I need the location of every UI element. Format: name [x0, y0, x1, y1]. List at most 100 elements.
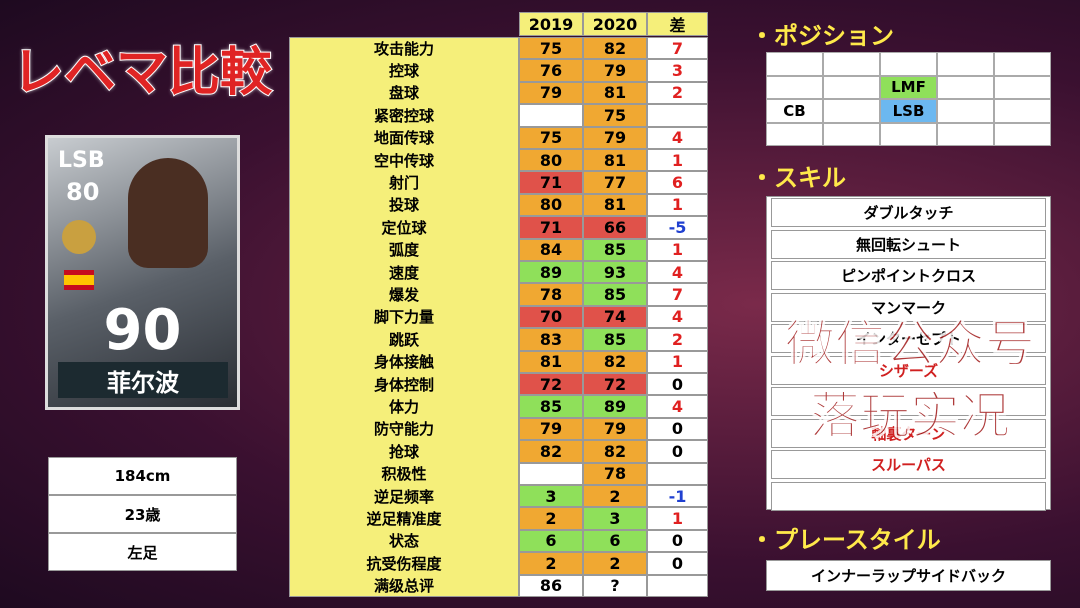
- stat-value: 85: [519, 395, 583, 418]
- stat-diff: 0: [647, 373, 708, 396]
- stat-value: 79: [583, 417, 647, 441]
- position-cell: [994, 52, 1051, 76]
- stat-diff: 0: [647, 552, 708, 575]
- stat-value: 78: [583, 462, 647, 485]
- stat-diff: 1: [647, 507, 708, 530]
- card-overall: 90: [103, 298, 182, 363]
- stat-value: ?: [583, 574, 647, 597]
- stat-diff: [647, 104, 708, 127]
- stat-diff: -5: [647, 216, 708, 239]
- stat-value: 86: [519, 574, 583, 597]
- stat-label: 弧度: [388, 241, 419, 260]
- section-heading: ・ポジション: [750, 21, 894, 50]
- position-cell: [937, 99, 994, 123]
- stat-diff: 2: [647, 81, 708, 105]
- stat-value: 82: [583, 37, 647, 60]
- stat-label: 积极性: [381, 465, 427, 484]
- stat-value: 6: [519, 529, 583, 553]
- stat-diff: 0: [647, 440, 708, 463]
- stat-value: 79: [583, 126, 647, 149]
- stat-value: 2: [583, 552, 647, 575]
- section-heading: ・プレースタイル: [750, 525, 941, 554]
- stat-label: 攻击能力: [373, 39, 434, 58]
- position-cell: [823, 99, 880, 123]
- stat-label: 身体接触: [373, 353, 434, 372]
- stat-value: 89: [583, 395, 647, 418]
- stat-diff: 3: [647, 59, 708, 82]
- stat-value: [519, 104, 583, 127]
- stat-value: 3: [583, 507, 647, 530]
- playstyle-value: インナーラップサイドバック: [766, 560, 1051, 591]
- stat-value: 79: [583, 59, 647, 82]
- stat-label: 身体控制: [373, 375, 434, 394]
- stat-label: 状态: [388, 532, 419, 551]
- stat-label: 逆足精准度: [366, 510, 442, 529]
- section-heading: ・スキル: [750, 163, 846, 192]
- page-title: レベマ比較: [11, 42, 273, 104]
- stat-label: 速度: [388, 263, 419, 282]
- stat-diff: 0: [647, 529, 708, 553]
- stat-diff: 4: [647, 126, 708, 149]
- stat-value: 66: [583, 216, 647, 239]
- skill-item: 軸裏ターン: [771, 418, 1046, 448]
- player-face: [128, 158, 208, 268]
- position-cell: [994, 122, 1051, 146]
- stat-value: 6: [583, 529, 647, 553]
- stat-value: 79: [519, 81, 583, 105]
- stat-value: 2: [583, 485, 647, 508]
- stat-label: 地面传球: [373, 129, 434, 148]
- stat-value: 93: [583, 261, 647, 284]
- table-header: 差: [647, 12, 708, 36]
- stat-diff: 4: [647, 261, 708, 284]
- stat-value: 81: [583, 81, 647, 105]
- stat-value: 82: [583, 440, 647, 463]
- stat-value: 77: [583, 171, 647, 194]
- stat-value: 81: [519, 350, 583, 373]
- stat-value: 79: [519, 417, 583, 441]
- position-cell: CB: [766, 99, 823, 123]
- skill-item: ダブルタッチ: [771, 198, 1046, 227]
- skill-item: [771, 481, 1046, 511]
- stat-value: 72: [519, 373, 583, 396]
- stat-value: 84: [519, 238, 583, 261]
- stat-diff: 6: [647, 171, 708, 194]
- position-cell: LSB: [880, 99, 937, 123]
- stat-label: 脚下力量: [373, 308, 434, 327]
- table-label-column: [289, 37, 519, 597]
- position-cell: [766, 122, 823, 146]
- stat-value: 74: [583, 305, 647, 329]
- stat-label: 体力: [388, 398, 419, 417]
- position-cell: [880, 52, 937, 76]
- stat-label: 跳跃: [388, 330, 419, 349]
- stat-label: 紧密控球: [373, 106, 434, 125]
- stat-value: 78: [519, 283, 583, 306]
- position-cell: [766, 75, 823, 99]
- stat-label: 满级总评: [373, 577, 434, 596]
- stat-label: 盘球: [388, 84, 419, 103]
- stat-diff: 0: [647, 417, 708, 441]
- stat-value: 75: [583, 104, 647, 127]
- stat-value: 75: [519, 126, 583, 149]
- stat-value: 85: [583, 283, 647, 306]
- stat-diff: 1: [647, 350, 708, 373]
- position-cell: [994, 99, 1051, 123]
- skill-item: シザーズ: [771, 355, 1046, 385]
- stat-diff: [647, 574, 708, 597]
- stat-diff: [647, 462, 708, 485]
- card-position: LSB: [58, 148, 105, 173]
- position-cell: [823, 122, 880, 146]
- stat-diff: 7: [647, 283, 708, 306]
- stat-value: 2: [519, 552, 583, 575]
- info-cell: 左足: [48, 533, 237, 571]
- stat-diff: 4: [647, 395, 708, 418]
- stat-value: 89: [519, 261, 583, 284]
- stat-label: 防守能力: [373, 420, 434, 439]
- stat-label: 抗受伤程度: [366, 554, 442, 573]
- stat-diff: 2: [647, 328, 708, 351]
- player-card: LSB 80 90 菲尔波: [45, 135, 240, 410]
- position-cell: [823, 52, 880, 76]
- stat-diff: 1: [647, 149, 708, 172]
- stat-value: 83: [519, 328, 583, 351]
- stat-value: 2: [519, 507, 583, 530]
